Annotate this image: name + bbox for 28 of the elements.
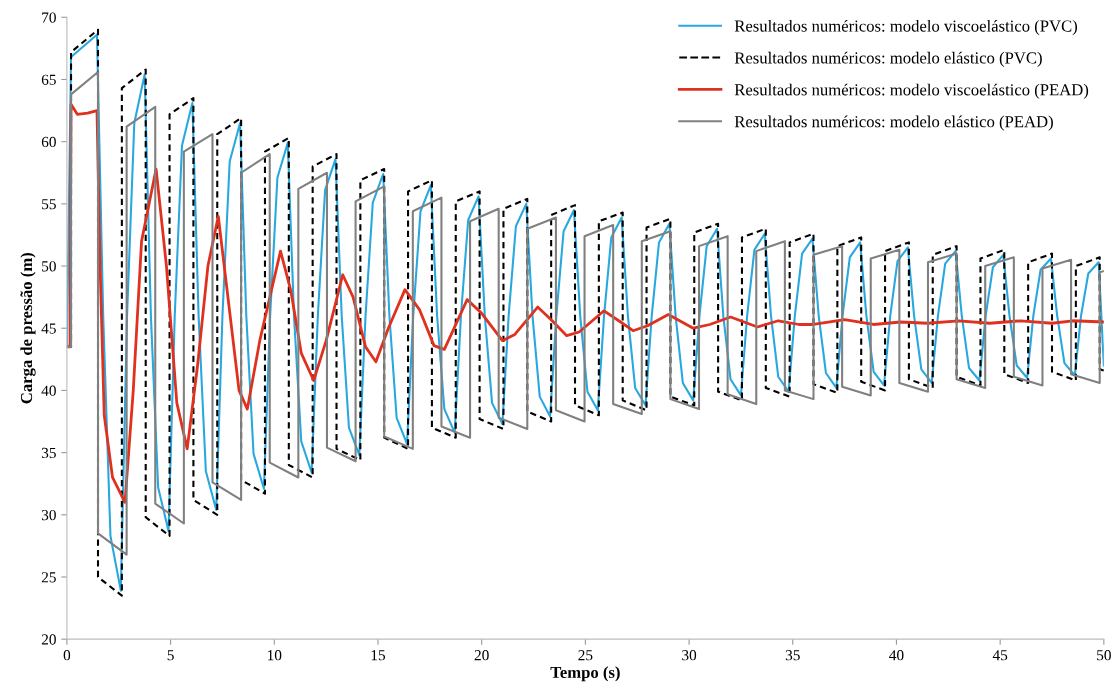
x-tick-label: 0 bbox=[63, 650, 71, 661]
y-tick-label: 35 bbox=[41, 447, 56, 459]
legend-label: Resultados numéricos: modelo viscoelástico (PEAD) bbox=[734, 83, 1089, 99]
y-axis-title: Carga de pressão (m) bbox=[20, 252, 36, 404]
y-tick-label: 70 bbox=[42, 12, 56, 23]
legend-label: Resultados numéricos: modelo elástico (PVC) bbox=[734, 51, 1042, 67]
x-tick-label: 25 bbox=[578, 650, 593, 661]
x-tick-label: 45 bbox=[992, 650, 1008, 661]
y-tick-label: 45 bbox=[41, 323, 56, 334]
legend-label: Resultados numéricos: modelo viscoelástico (PVC) bbox=[734, 19, 1078, 36]
x-tick-label: 20 bbox=[474, 650, 489, 661]
y-tick-label: 20 bbox=[41, 634, 56, 645]
y-tick-label: 55 bbox=[42, 199, 56, 210]
x-tick-label: 35 bbox=[785, 650, 800, 661]
x-tick-label: 40 bbox=[889, 650, 904, 661]
legend-label: Resultados numéricos: modelo elástico (PEAD) bbox=[734, 115, 1053, 131]
y-tick-label: 50 bbox=[42, 261, 56, 272]
x-tick-label: 50 bbox=[1097, 650, 1111, 661]
y-tick-label: 30 bbox=[41, 509, 56, 521]
y-tick-label: 25 bbox=[41, 572, 56, 583]
x-tick-label: 10 bbox=[268, 650, 282, 661]
x-axis-title: Tempo (s) bbox=[550, 666, 620, 682]
y-tick-label: 65 bbox=[41, 74, 56, 85]
x-tick-label: 5 bbox=[167, 650, 174, 661]
y-tick-label: 40 bbox=[41, 385, 56, 396]
x-tick-label: 30 bbox=[682, 650, 697, 661]
x-tick-label: 15 bbox=[371, 650, 386, 661]
y-tick-label: 60 bbox=[41, 136, 56, 148]
